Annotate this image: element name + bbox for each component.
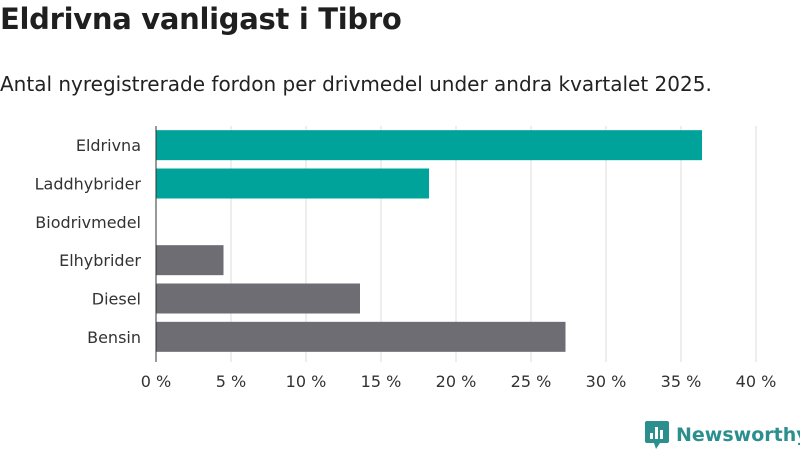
x-tick-label: 40 %	[736, 372, 777, 391]
category-label: Bensin	[87, 328, 141, 347]
x-tick-label: 25 %	[511, 372, 552, 391]
bar-laddhybrider	[156, 168, 429, 199]
x-tick-label: 30 %	[586, 372, 627, 391]
category-label: Diesel	[92, 290, 141, 309]
x-tick-label: 10 %	[286, 372, 327, 391]
chart-subtitle: Antal nyregistrerade fordon per drivmede…	[0, 72, 712, 96]
bar-chart: Eldrivna Laddhybrider Biodrivmedel Elhybrid…	[35, 126, 777, 391]
category-label: Laddhybrider	[35, 175, 142, 194]
bar-eldrivna	[156, 130, 702, 161]
chart-title: Eldrivna vanligast i Tibro	[0, 2, 402, 36]
brand-logo: Newsworthy	[644, 420, 800, 450]
x-tick-label: 15 %	[361, 372, 402, 391]
bar-bensin	[156, 321, 566, 352]
newsworthy-logo-icon	[645, 421, 669, 449]
x-tick-label: 20 %	[436, 372, 477, 391]
x-tick-label: 5 %	[216, 372, 246, 391]
category-label: Eldrivna	[76, 136, 141, 155]
bar-elhybrider	[156, 245, 224, 276]
x-tick-label: 35 %	[661, 372, 702, 391]
x-tick-label: 0 %	[141, 372, 171, 391]
category-label: Elhybrider	[59, 251, 141, 270]
bar-diesel	[156, 283, 360, 314]
brand-name: Newsworthy	[676, 424, 800, 446]
category-label: Biodrivmedel	[35, 213, 141, 232]
